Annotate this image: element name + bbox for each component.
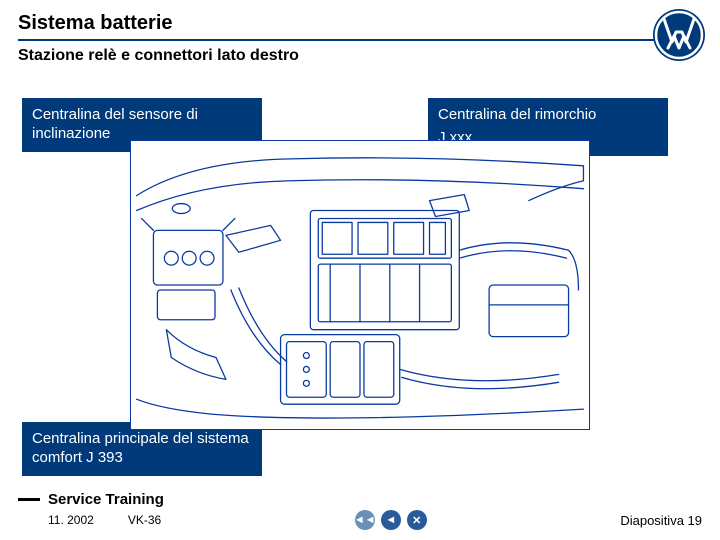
vw-logo-icon bbox=[652, 8, 706, 62]
service-text: Service Training bbox=[48, 491, 164, 508]
footer-date: 11. 2002 bbox=[48, 513, 94, 527]
footer-code: VK-36 bbox=[128, 513, 161, 527]
nav-close-button[interactable]: ✕ bbox=[407, 510, 427, 530]
dash-icon bbox=[18, 498, 40, 501]
slide-number: Diapositiva 19 bbox=[620, 513, 702, 528]
footer: Service Training 11. 2002 VK-36 ◄◄ ◄ ✕ D… bbox=[0, 485, 720, 540]
nav-prev-button[interactable]: ◄ bbox=[381, 510, 401, 530]
footer-row: 11. 2002 VK-36 ◄◄ ◄ ✕ Diapositiva 19 bbox=[18, 510, 702, 530]
callout-label: Centralina del rimorchio bbox=[438, 106, 658, 125]
service-training-label: Service Training bbox=[18, 491, 702, 508]
page-title: Sistema batterie bbox=[18, 12, 702, 41]
wiring-illustration-icon bbox=[131, 141, 589, 429]
callout-label: Centralina del sensore di inclinazione bbox=[32, 106, 198, 142]
page-subtitle: Stazione relè e connettori lato destro bbox=[18, 47, 702, 65]
technical-diagram bbox=[130, 140, 590, 430]
slide: Sistema batterie Stazione relè e connett… bbox=[0, 0, 720, 540]
callout-label: Centralina principale del sistema comfor… bbox=[32, 430, 249, 466]
nav-controls: ◄◄ ◄ ✕ bbox=[161, 510, 620, 530]
header: Sistema batterie Stazione relè e connett… bbox=[0, 0, 720, 71]
footer-meta: 11. 2002 VK-36 bbox=[18, 513, 161, 527]
nav-first-button[interactable]: ◄◄ bbox=[355, 510, 375, 530]
